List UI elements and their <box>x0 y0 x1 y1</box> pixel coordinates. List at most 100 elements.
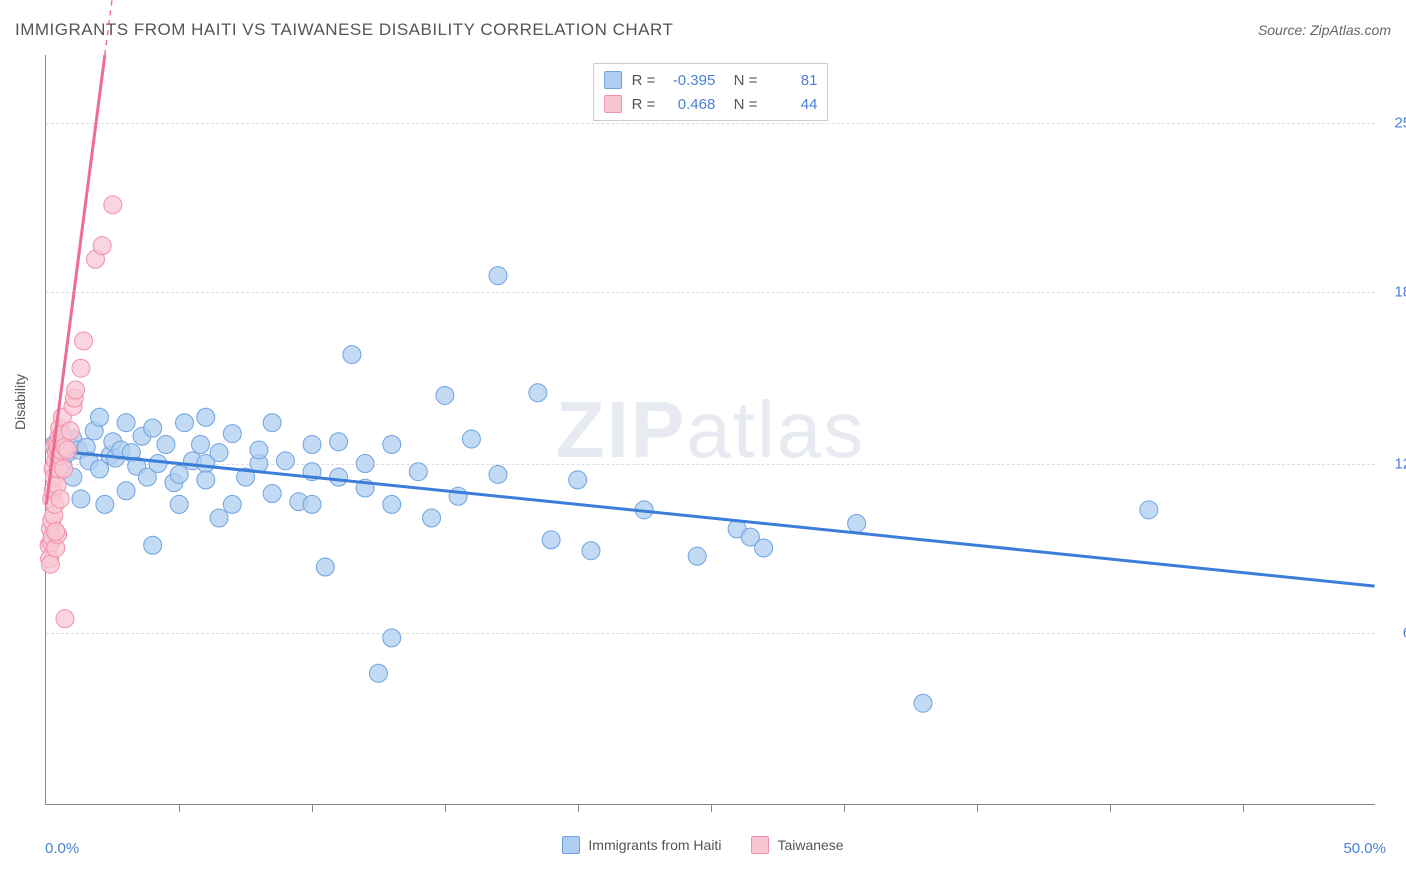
data-point <box>93 237 111 255</box>
data-point <box>276 452 294 470</box>
data-point <box>263 414 281 432</box>
data-point <box>330 468 348 486</box>
data-point <box>223 495 241 513</box>
plot-frame: R = -0.395 N = 81 R = 0.468 N = 44 ZIPat… <box>45 55 1375 805</box>
data-point <box>51 490 69 508</box>
data-point <box>263 485 281 503</box>
data-point <box>489 465 507 483</box>
bottom-label-haiti: Immigrants from Haiti <box>588 837 721 853</box>
data-point <box>356 455 374 473</box>
data-point <box>383 435 401 453</box>
data-point <box>343 346 361 364</box>
data-point <box>191 435 209 453</box>
legend-r-value-taiwanese: 0.468 <box>665 96 715 113</box>
bottom-swatch-taiwanese <box>751 836 769 854</box>
data-point <box>55 460 73 478</box>
data-point <box>144 419 162 437</box>
legend-n-value-haiti: 81 <box>767 72 817 89</box>
data-point <box>170 465 188 483</box>
data-point <box>75 332 93 350</box>
data-point <box>96 495 114 513</box>
y-tick-label: 12.5% <box>1394 456 1406 473</box>
legend-row-taiwanese: R = 0.468 N = 44 <box>604 92 818 116</box>
data-point <box>755 539 773 557</box>
x-tick <box>711 804 712 812</box>
chart-title: IMMIGRANTS FROM HAITI VS TAIWANESE DISAB… <box>15 20 673 40</box>
data-point <box>72 490 90 508</box>
legend-n-value-taiwanese: 44 <box>767 96 817 113</box>
data-point <box>72 359 90 377</box>
data-point <box>104 196 122 214</box>
x-tick <box>977 804 978 812</box>
data-point <box>330 433 348 451</box>
data-point <box>542 531 560 549</box>
x-tick <box>1243 804 1244 812</box>
bottom-legend-haiti: Immigrants from Haiti <box>562 836 721 854</box>
data-point <box>61 422 79 440</box>
chart-header: IMMIGRANTS FROM HAITI VS TAIWANESE DISAB… <box>15 20 1391 40</box>
data-point <box>369 664 387 682</box>
legend-r-value-haiti: -0.395 <box>665 72 715 89</box>
legend-swatch-haiti <box>604 71 622 89</box>
bottom-legend: Immigrants from Haiti Taiwanese <box>0 836 1406 854</box>
legend-n-label: N = <box>725 96 757 113</box>
data-point <box>223 425 241 443</box>
data-point <box>436 386 454 404</box>
data-point <box>47 523 65 541</box>
data-point <box>250 441 268 459</box>
data-point <box>56 610 74 628</box>
data-point <box>529 384 547 402</box>
data-point <box>489 267 507 285</box>
data-point <box>210 509 228 527</box>
legend-r-label: R = <box>632 96 656 113</box>
data-point <box>41 555 59 573</box>
data-point <box>449 487 467 505</box>
correlation-legend: R = -0.395 N = 81 R = 0.468 N = 44 <box>593 63 829 121</box>
x-tick <box>844 804 845 812</box>
y-axis-title: Disability <box>12 374 28 430</box>
data-point <box>149 455 167 473</box>
data-point <box>848 514 866 532</box>
data-point <box>316 558 334 576</box>
data-point <box>59 441 77 459</box>
data-point <box>144 536 162 554</box>
x-tick <box>312 804 313 812</box>
data-point <box>582 542 600 560</box>
legend-swatch-taiwanese <box>604 95 622 113</box>
chart-source: Source: ZipAtlas.com <box>1258 22 1391 38</box>
data-point <box>197 471 215 489</box>
data-point <box>170 495 188 513</box>
data-point <box>157 435 175 453</box>
regression-line <box>46 450 1374 586</box>
data-point <box>688 547 706 565</box>
x-tick <box>1110 804 1111 812</box>
x-tick <box>578 804 579 812</box>
y-tick-label: 18.8% <box>1394 284 1406 301</box>
data-point <box>117 482 135 500</box>
bottom-legend-taiwanese: Taiwanese <box>751 836 843 854</box>
scatter-plot <box>46 55 1375 804</box>
data-point <box>176 414 194 432</box>
x-tick <box>445 804 446 812</box>
x-tick <box>179 804 180 812</box>
legend-row-haiti: R = -0.395 N = 81 <box>604 68 818 92</box>
data-point <box>383 629 401 647</box>
legend-r-label: R = <box>632 72 656 89</box>
data-point <box>117 414 135 432</box>
data-point <box>303 435 321 453</box>
data-point <box>462 430 480 448</box>
data-point <box>409 463 427 481</box>
data-point <box>383 495 401 513</box>
data-point <box>210 444 228 462</box>
data-point <box>569 471 587 489</box>
data-point <box>91 408 109 426</box>
bottom-swatch-haiti <box>562 836 580 854</box>
data-point <box>197 408 215 426</box>
legend-n-label: N = <box>725 72 757 89</box>
bottom-label-taiwanese: Taiwanese <box>777 837 843 853</box>
data-point <box>423 509 441 527</box>
data-point <box>1140 501 1158 519</box>
data-point <box>303 495 321 513</box>
data-point <box>67 381 85 399</box>
y-tick-label: 25.0% <box>1394 115 1406 132</box>
